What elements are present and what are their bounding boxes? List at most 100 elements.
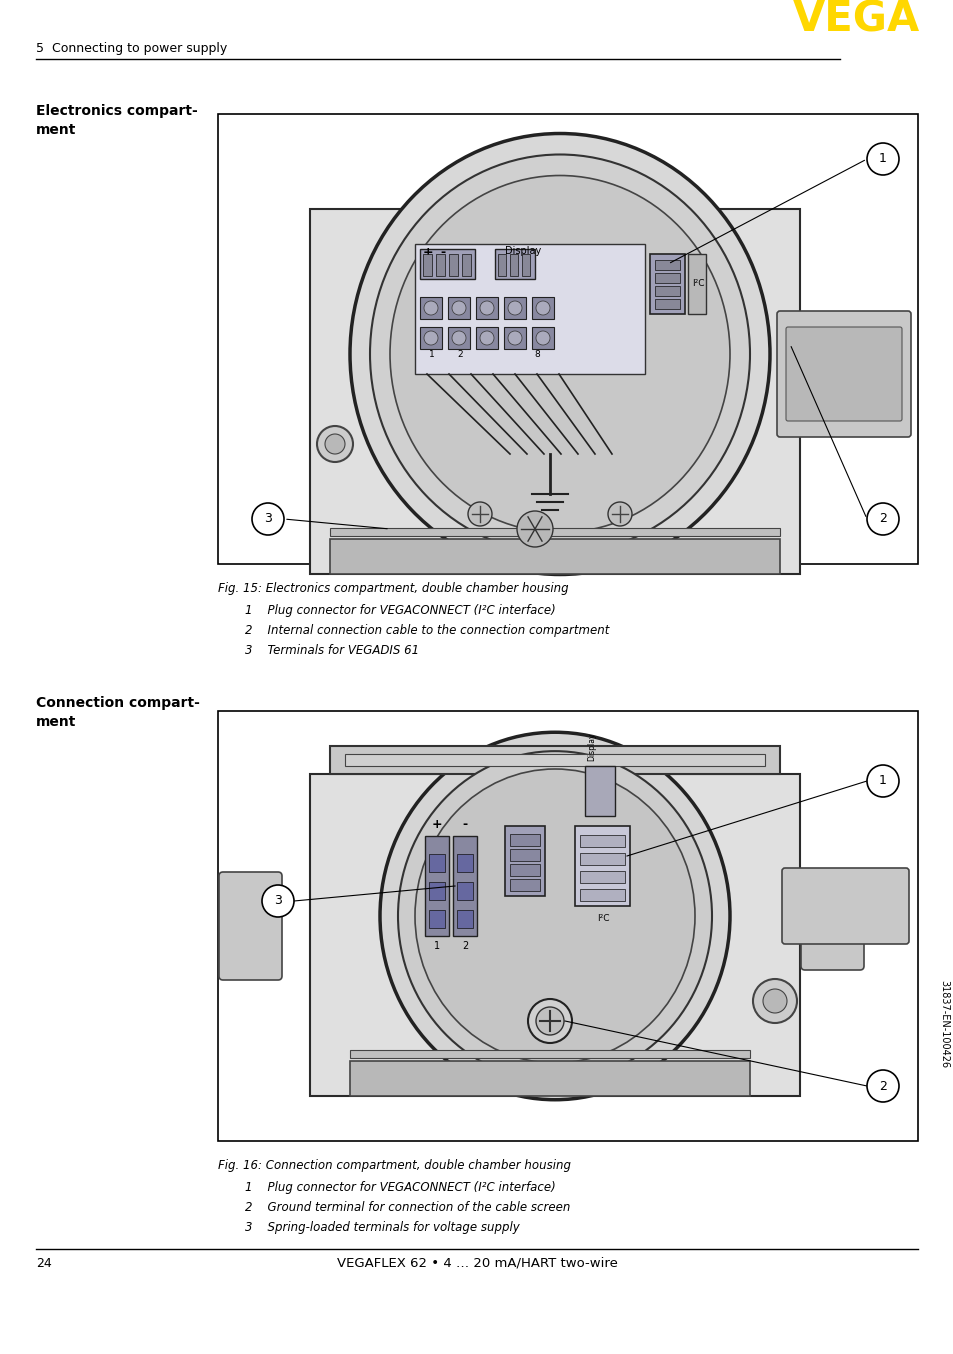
- Text: +: +: [422, 246, 434, 259]
- Bar: [419, 328, 441, 349]
- Bar: [453, 835, 476, 936]
- Circle shape: [252, 502, 284, 535]
- Circle shape: [452, 301, 465, 315]
- Bar: [456, 910, 473, 927]
- Bar: [449, 255, 457, 276]
- Text: -: -: [439, 246, 445, 259]
- Circle shape: [866, 144, 898, 175]
- Text: 1: 1: [878, 153, 886, 165]
- Bar: [655, 274, 679, 283]
- Text: Display: Display: [504, 246, 540, 256]
- FancyBboxPatch shape: [781, 868, 908, 944]
- Bar: [532, 297, 554, 320]
- FancyBboxPatch shape: [776, 311, 910, 437]
- Circle shape: [507, 330, 521, 345]
- FancyBboxPatch shape: [785, 328, 901, 421]
- Text: Display: Display: [586, 733, 596, 761]
- Bar: [330, 528, 780, 536]
- Circle shape: [423, 301, 437, 315]
- Bar: [476, 297, 497, 320]
- Bar: [350, 1062, 749, 1095]
- Text: 1: 1: [429, 349, 435, 359]
- Bar: [429, 910, 444, 927]
- Circle shape: [536, 1007, 563, 1034]
- Text: 31837-EN-100426: 31837-EN-100426: [938, 980, 948, 1068]
- Bar: [575, 826, 629, 906]
- Text: 1: 1: [434, 941, 439, 951]
- Bar: [424, 835, 449, 936]
- Bar: [504, 826, 544, 896]
- Bar: [330, 746, 780, 774]
- Bar: [419, 249, 475, 279]
- Circle shape: [325, 435, 345, 454]
- Text: 2    Internal connection cable to the connection compartment: 2 Internal connection cable to the conne…: [245, 624, 609, 636]
- Ellipse shape: [370, 154, 749, 554]
- Ellipse shape: [390, 176, 729, 532]
- Text: 2: 2: [461, 941, 468, 951]
- Ellipse shape: [415, 769, 695, 1063]
- Circle shape: [262, 886, 294, 917]
- Bar: [510, 849, 539, 861]
- Bar: [415, 244, 644, 374]
- Text: 8: 8: [534, 349, 539, 359]
- Text: 5  Connecting to power supply: 5 Connecting to power supply: [36, 42, 227, 56]
- Text: 1    Plug connector for VEGACONNECT (I²C interface): 1 Plug connector for VEGACONNECT (I²C in…: [245, 604, 556, 617]
- Bar: [579, 871, 624, 883]
- Bar: [350, 1049, 749, 1057]
- Bar: [510, 255, 517, 276]
- Text: Fig. 16: Connection compartment, double chamber housing: Fig. 16: Connection compartment, double …: [218, 1159, 571, 1173]
- Bar: [584, 766, 615, 816]
- Bar: [579, 853, 624, 865]
- Circle shape: [452, 330, 465, 345]
- Bar: [422, 255, 432, 276]
- Text: 1: 1: [878, 774, 886, 788]
- Bar: [429, 854, 444, 872]
- Bar: [532, 328, 554, 349]
- Text: VEGA: VEGA: [792, 0, 919, 41]
- Bar: [345, 754, 764, 766]
- Bar: [510, 879, 539, 891]
- Circle shape: [536, 301, 550, 315]
- Text: 3: 3: [264, 513, 272, 525]
- Circle shape: [752, 979, 796, 1024]
- Bar: [655, 260, 679, 269]
- Bar: [436, 255, 444, 276]
- Text: 3: 3: [274, 895, 282, 907]
- Circle shape: [866, 502, 898, 535]
- Bar: [497, 255, 505, 276]
- Ellipse shape: [379, 733, 729, 1099]
- Bar: [461, 255, 471, 276]
- Bar: [521, 255, 530, 276]
- Text: I²C: I²C: [597, 914, 609, 923]
- Text: VEGAFLEX 62 • 4 … 20 mA/HART two-wire: VEGAFLEX 62 • 4 … 20 mA/HART two-wire: [336, 1257, 617, 1270]
- Text: I²C: I²C: [691, 279, 703, 288]
- Text: 2: 2: [456, 349, 462, 359]
- Text: 3    Terminals for VEGADIS 61: 3 Terminals for VEGADIS 61: [245, 645, 418, 657]
- Bar: [510, 864, 539, 876]
- Bar: [456, 881, 473, 900]
- Bar: [429, 881, 444, 900]
- Circle shape: [479, 330, 494, 345]
- Circle shape: [468, 502, 492, 525]
- FancyBboxPatch shape: [219, 872, 282, 980]
- Bar: [456, 854, 473, 872]
- Bar: [649, 255, 684, 314]
- Bar: [218, 711, 917, 1141]
- Circle shape: [607, 502, 631, 525]
- Circle shape: [527, 999, 572, 1043]
- Bar: [495, 249, 535, 279]
- Bar: [503, 297, 525, 320]
- Bar: [655, 299, 679, 309]
- Bar: [503, 328, 525, 349]
- Bar: [655, 286, 679, 297]
- Circle shape: [536, 330, 550, 345]
- Text: 1    Plug connector for VEGACONNECT (I²C interface): 1 Plug connector for VEGACONNECT (I²C in…: [245, 1181, 556, 1194]
- Text: +: +: [432, 818, 442, 831]
- Circle shape: [517, 510, 553, 547]
- Bar: [510, 834, 539, 846]
- Text: 2: 2: [878, 1079, 886, 1093]
- Circle shape: [423, 330, 437, 345]
- Bar: [687, 255, 705, 314]
- Bar: [448, 328, 470, 349]
- Bar: [579, 890, 624, 900]
